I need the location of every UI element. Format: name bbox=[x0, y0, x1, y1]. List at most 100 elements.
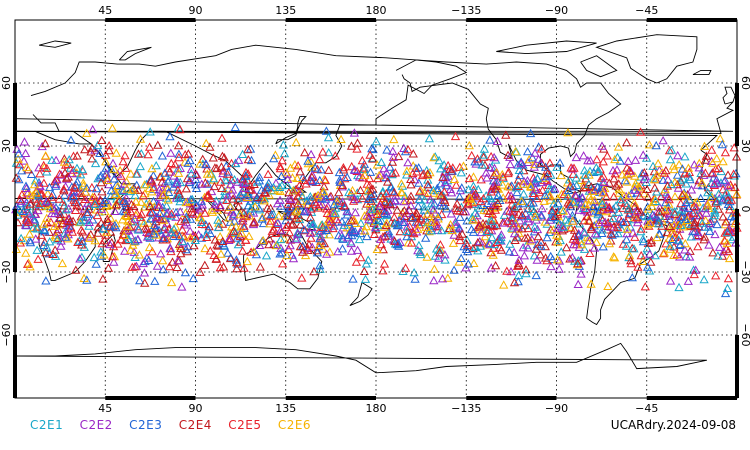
observation-marker bbox=[396, 179, 407, 188]
observation-marker bbox=[506, 191, 516, 200]
observation-marker bbox=[126, 206, 136, 216]
observation-marker bbox=[225, 234, 236, 243]
observation-marker bbox=[210, 163, 220, 172]
observation-marker bbox=[455, 162, 465, 171]
observation-marker bbox=[463, 198, 473, 207]
observation-marker bbox=[516, 158, 526, 168]
observation-marker bbox=[185, 175, 195, 185]
observation-marker bbox=[192, 170, 202, 179]
observation-marker bbox=[591, 237, 602, 246]
observation-marker bbox=[46, 192, 57, 201]
observation-marker bbox=[722, 227, 733, 237]
observation-marker bbox=[715, 133, 725, 143]
observation-marker bbox=[288, 253, 299, 263]
observation-marker bbox=[646, 257, 656, 266]
observation-marker bbox=[357, 173, 368, 182]
observation-marker bbox=[277, 155, 287, 165]
observation-marker bbox=[680, 152, 690, 161]
observation-marker bbox=[723, 170, 733, 179]
observation-marker bbox=[505, 159, 515, 169]
observation-marker bbox=[537, 185, 548, 194]
observation-marker bbox=[714, 189, 724, 198]
top-lon-label: 135 bbox=[275, 4, 296, 17]
observation-marker bbox=[278, 140, 289, 149]
observation-marker bbox=[675, 175, 686, 185]
observation-marker bbox=[205, 142, 215, 151]
bottom-lon-label: −135 bbox=[451, 402, 481, 415]
observation-marker bbox=[486, 263, 496, 272]
observation-marker bbox=[342, 222, 352, 232]
observation-marker bbox=[487, 232, 497, 242]
observation-marker bbox=[230, 122, 240, 131]
observation-marker bbox=[218, 236, 228, 245]
observation-marker bbox=[395, 226, 405, 236]
observation-marker bbox=[580, 199, 591, 209]
observation-marker bbox=[319, 186, 329, 196]
observation-marker bbox=[126, 199, 137, 209]
observation-marker bbox=[652, 232, 662, 242]
observation-marker bbox=[77, 164, 87, 174]
observation-marker bbox=[77, 236, 87, 245]
observation-marker bbox=[649, 211, 660, 220]
observation-marker bbox=[553, 237, 563, 246]
observation-marker bbox=[336, 134, 346, 143]
observation-marker bbox=[462, 235, 472, 244]
observation-marker bbox=[305, 228, 315, 237]
observation-marker bbox=[249, 217, 260, 226]
observation-marker bbox=[307, 172, 317, 181]
observation-marker bbox=[510, 146, 521, 156]
observation-marker bbox=[413, 224, 423, 233]
observation-marker bbox=[427, 203, 437, 212]
observation-marker bbox=[338, 165, 349, 174]
observation-marker bbox=[102, 197, 113, 206]
observation-marker bbox=[96, 170, 106, 180]
observation-marker bbox=[134, 250, 145, 259]
observation-marker bbox=[630, 171, 640, 180]
observation-marker bbox=[639, 189, 649, 198]
observation-marker bbox=[614, 179, 624, 188]
observation-marker bbox=[163, 177, 173, 186]
observation-marker bbox=[291, 206, 301, 216]
observation-marker bbox=[510, 235, 520, 244]
observation-marker bbox=[380, 197, 390, 206]
observation-marker bbox=[135, 134, 146, 143]
observation-marker bbox=[388, 146, 398, 155]
frame-bars bbox=[13, 18, 739, 400]
observation-marker bbox=[324, 147, 334, 157]
observation-marker bbox=[421, 233, 431, 242]
observation-marker bbox=[324, 230, 335, 239]
observation-marker bbox=[203, 189, 213, 199]
observation-marker bbox=[254, 176, 265, 185]
observation-marker bbox=[79, 242, 89, 251]
observation-marker bbox=[201, 159, 211, 168]
observation-marker bbox=[544, 180, 554, 189]
observation-marker bbox=[59, 154, 70, 163]
observation-marker bbox=[58, 218, 68, 228]
observation-marker bbox=[183, 149, 194, 158]
observation-marker bbox=[675, 239, 685, 249]
observation-marker bbox=[426, 199, 437, 208]
observation-marker bbox=[658, 175, 668, 184]
observation-marker bbox=[473, 237, 483, 247]
coastline-sumatra bbox=[205, 198, 229, 223]
observation-marker bbox=[406, 200, 416, 210]
observation-marker bbox=[33, 205, 43, 215]
observation-marker bbox=[504, 247, 515, 256]
observation-marker bbox=[372, 160, 382, 169]
observation-marker bbox=[662, 181, 673, 190]
observation-marker bbox=[208, 173, 219, 183]
observation-marker bbox=[654, 216, 664, 225]
observation-marker bbox=[215, 202, 225, 211]
left-lat-label: −30 bbox=[0, 260, 13, 283]
observation-marker bbox=[54, 169, 65, 178]
observation-marker bbox=[130, 252, 140, 262]
observation-marker bbox=[468, 181, 479, 190]
observation-marker bbox=[580, 170, 590, 179]
observation-marker bbox=[107, 237, 117, 247]
observation-marker bbox=[106, 185, 116, 195]
observation-marker bbox=[186, 169, 196, 178]
observation-marker bbox=[390, 195, 401, 205]
observation-marker bbox=[313, 190, 323, 199]
observation-marker bbox=[303, 158, 313, 168]
